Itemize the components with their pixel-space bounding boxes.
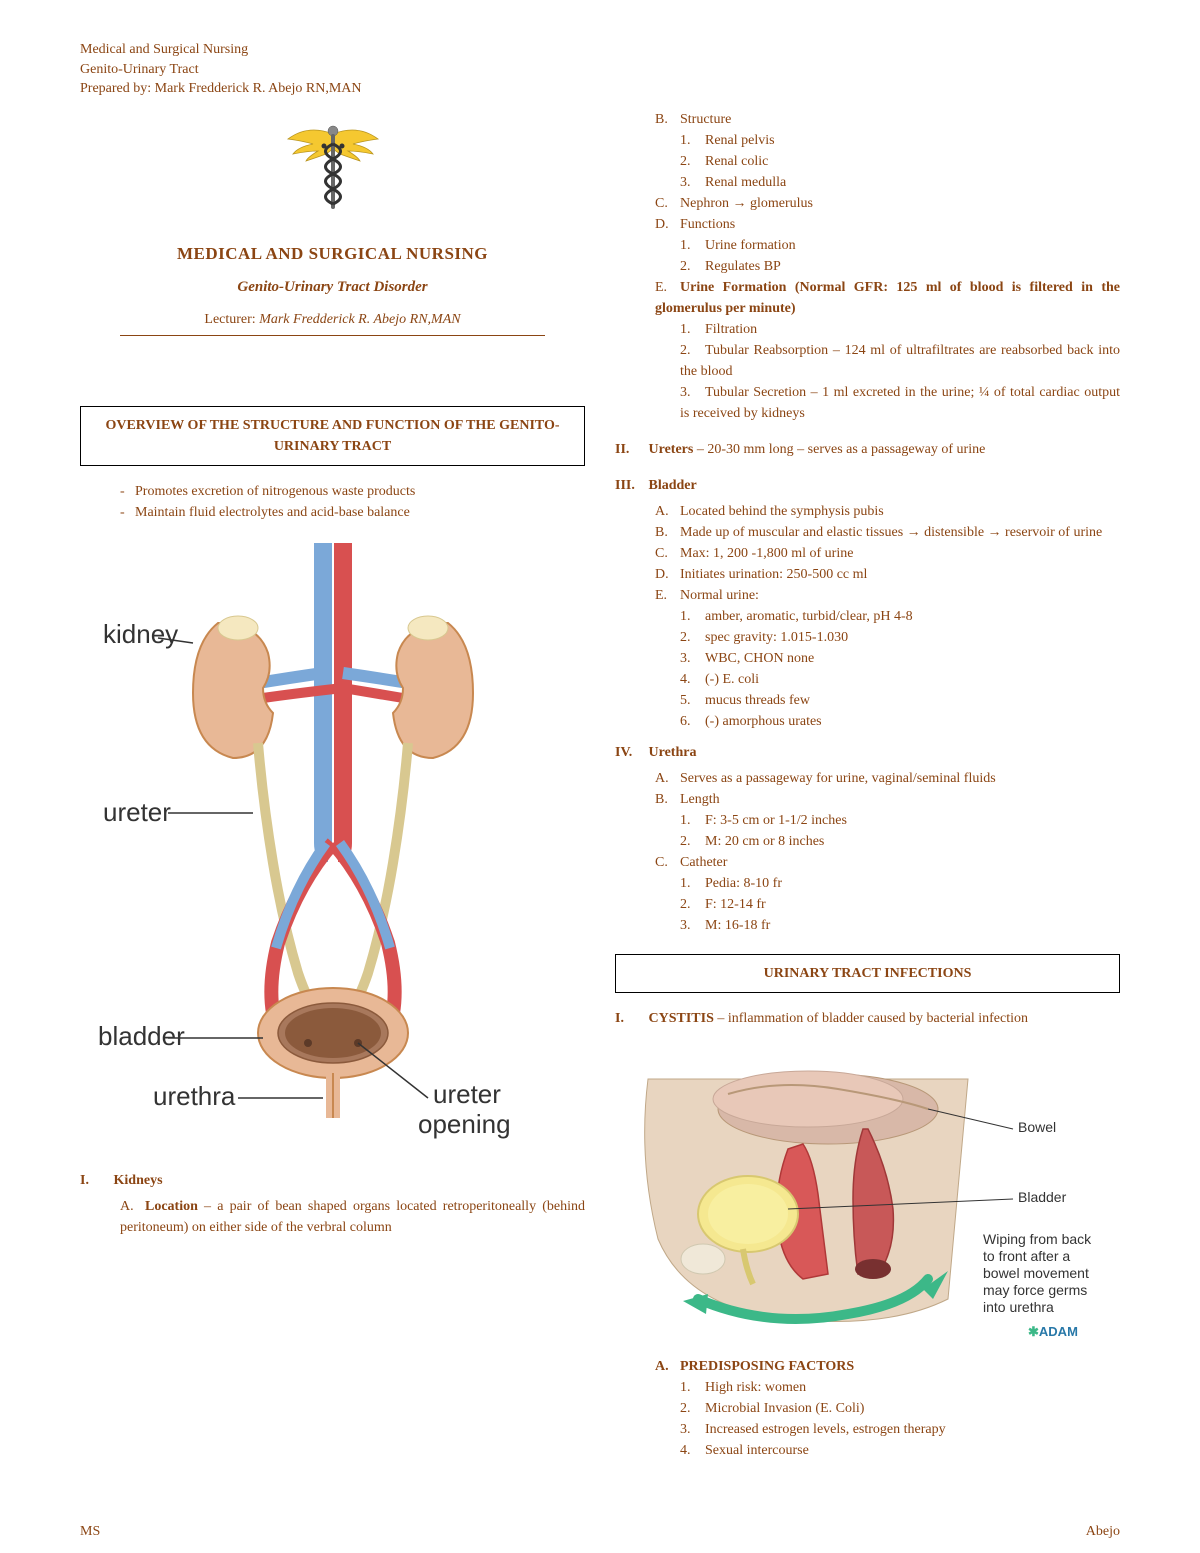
subtitle: Genito-Urinary Tract Disorder — [80, 276, 585, 299]
kidneys-B: B.Structure — [615, 109, 1120, 130]
lecturer-name: Mark Fredderick R. Abejo RN,MAN — [259, 312, 460, 327]
document-header: Medical and Surgical Nursing Genito-Urin… — [80, 40, 1120, 99]
kidneys-D: D.Functions — [615, 214, 1120, 235]
header-line-3: Prepared by: Mark Fredderick R. Abejo RN… — [80, 79, 1120, 99]
kidneys-A: A.Location – a pair of bean shaped organ… — [80, 1196, 585, 1238]
urethra-B: B.Length — [615, 789, 1120, 810]
section-overview-heading: OVERVIEW OF THE STRUCTURE AND FUNCTION O… — [80, 406, 585, 466]
cystitis-A-items: 1.High risk: women 2.Microbial Invasion … — [615, 1377, 1120, 1461]
svg-text:Wiping from back: Wiping from back — [983, 1231, 1092, 1247]
section-ureters: II. Ureters – 20-30 mm long – serves as … — [615, 439, 1120, 460]
kidneys-D-items: 1.Urine formation 2.Regulates BP — [615, 235, 1120, 277]
divider — [120, 335, 545, 336]
svg-text:opening: opening — [418, 1109, 511, 1139]
bladder-B: B.Made up of muscular and elastic tissue… — [615, 522, 1120, 543]
main-title: MEDICAL AND SURGICAL NURSING — [80, 241, 585, 267]
label-kidney: kidney — [103, 619, 178, 649]
cystitis-figure: Bowel Bladder Wiping from back to front … — [615, 1039, 1120, 1346]
footer-right: Abejo — [1086, 1524, 1120, 1540]
left-column: MEDICAL AND SURGICAL NURSING Genito-Urin… — [80, 109, 585, 1461]
section-cystitis: I. CYSTITIS – inflammation of bladder ca… — [615, 1008, 1120, 1029]
bladder-E-items: 1.amber, aromatic, turbid/clear, pH 4-8 … — [615, 606, 1120, 732]
footer-left: MS — [80, 1524, 100, 1540]
kidneys-C: C.Nephron → glomerulus — [615, 193, 1120, 214]
label-ureter: ureter — [103, 797, 171, 827]
bladder-E: E.Normal urine: — [615, 585, 1120, 606]
kidneys-E: E.Urine Formation (Normal GFR: 125 ml of… — [615, 277, 1120, 319]
header-line-1: Medical and Surgical Nursing — [80, 40, 1120, 60]
lecturer-label: Lecturer: — [204, 312, 259, 327]
bullet-1: Promotes excretion of nitrogenous waste … — [120, 481, 585, 502]
bladder-C: C.Max: 1, 200 -1,800 ml of urine — [615, 543, 1120, 564]
svg-text:may force germs: may force germs — [983, 1282, 1087, 1298]
overview-bullets: Promotes excretion of nitrogenous waste … — [80, 481, 585, 523]
label-ureter-opening: ureter — [433, 1079, 501, 1109]
urethra-A: A.Serves as a passageway for urine, vagi… — [615, 768, 1120, 789]
bladder-D: D.Initiates urination: 250-500 cc ml — [615, 564, 1120, 585]
urethra-B-items: 1.F: 3-5 cm or 1-1/2 inches 2.M: 20 cm o… — [615, 810, 1120, 852]
svg-text:Bowel: Bowel — [1018, 1119, 1056, 1135]
kidneys-E-items: 1.Filtration 2.Tubular Reabsorption – 12… — [615, 319, 1120, 424]
roman-I-title: Kidneys — [114, 1173, 163, 1188]
bladder-A: A.Located behind the symphysis pubis — [615, 501, 1120, 522]
svg-text:✱ADAM: ✱ADAM — [1028, 1324, 1078, 1339]
page-footer: MS Abejo — [80, 1524, 1120, 1540]
label-urethra: urethra — [153, 1081, 236, 1111]
label-bladder: bladder — [98, 1021, 185, 1051]
kidneys-B-items: 1.Renal pelvis 2.Renal colic 3.Renal med… — [615, 130, 1120, 193]
roman-I-label: I. — [80, 1170, 110, 1191]
section-uti-heading: URINARY TRACT INFECTIONS — [615, 954, 1120, 993]
section-bladder: III. Bladder — [615, 475, 1120, 496]
section-kidneys: I. Kidneys — [80, 1170, 585, 1191]
header-line-2: Genito-Urinary Tract — [80, 60, 1120, 80]
bullet-2: Maintain fluid electrolytes and acid-bas… — [120, 502, 585, 523]
section-urethra: IV. Urethra — [615, 742, 1120, 763]
right-column: B.Structure 1.Renal pelvis 2.Renal colic… — [615, 109, 1120, 1461]
svg-text:to front after a: to front after a — [983, 1248, 1070, 1264]
urethra-C: C.Catheter — [615, 852, 1120, 873]
urethra-C-items: 1.Pedia: 8-10 fr 2.F: 12-14 fr 3.M: 16-1… — [615, 873, 1120, 936]
svg-text:Bladder: Bladder — [1018, 1189, 1067, 1205]
lecturer-line: Lecturer: Mark Fredderick R. Abejo RN,MA… — [80, 309, 585, 330]
urinary-anatomy-figure: kidney ureter bladder urethra ureter ope… — [80, 543, 585, 1150]
svg-text:bowel movement: bowel movement — [983, 1265, 1089, 1281]
cystitis-A: A.PREDISPOSING FACTORS — [615, 1356, 1120, 1377]
caduceus-emblem — [80, 119, 585, 226]
svg-text:into urethra: into urethra — [983, 1299, 1054, 1315]
